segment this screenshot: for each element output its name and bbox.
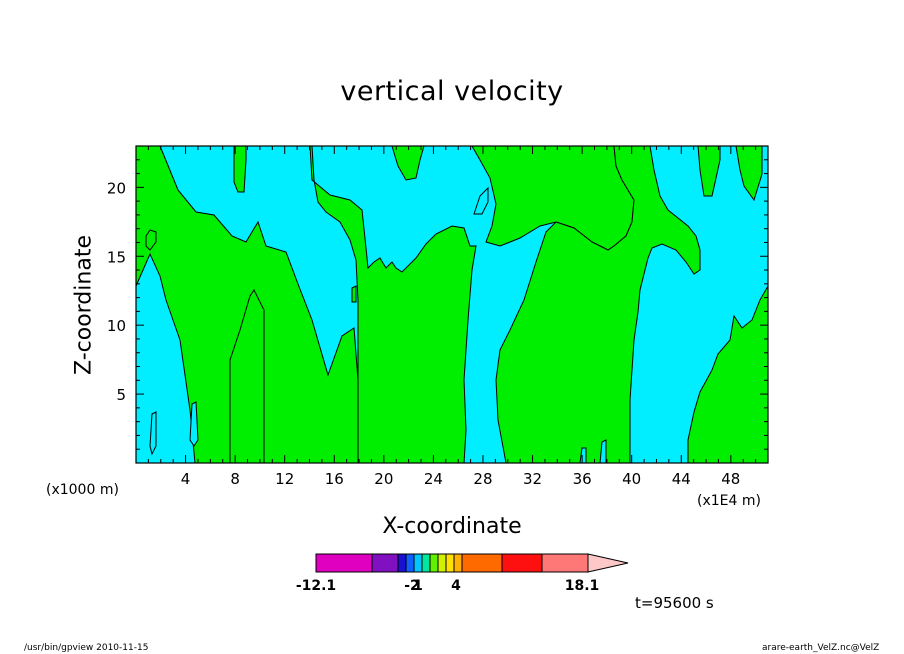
y-axis-label: Z-coordinate <box>71 235 97 375</box>
x-tick-label: 36 <box>573 470 592 488</box>
y-tick-label: 20 <box>107 179 126 197</box>
colorbar-segment <box>371 553 399 573</box>
contour-region-10 <box>145 229 157 251</box>
colorbar-label: 4 <box>451 578 461 594</box>
colorbar-label: -2 <box>404 578 420 594</box>
colorbar-segment <box>541 553 589 573</box>
colorbar-segment <box>405 553 415 573</box>
x-tick-label: 28 <box>473 470 492 488</box>
x-tick-label: 12 <box>275 470 294 488</box>
colorbar-segment <box>501 553 543 573</box>
chart-title: vertical velocity <box>340 76 564 107</box>
y-tick-label: 5 <box>116 386 126 404</box>
colorbar-label: 1 <box>413 578 423 594</box>
plot-frame <box>135 145 769 464</box>
x-axis-ticks: 4 8 12 16 20 24 28 32 36 40 44 48 <box>147 146 757 488</box>
colorbar-segment <box>429 553 439 573</box>
footer-command: /usr/bin/gpview 2010-11-15 <box>24 643 149 653</box>
colorbar-segment <box>437 553 447 573</box>
contour-island-1 <box>473 186 489 215</box>
contour-island-2 <box>149 411 157 456</box>
x-axis-unit-right: (x1E4 m) <box>697 493 761 509</box>
x-axis-label: X-coordinate <box>382 514 522 539</box>
colorbar-segment <box>421 553 431 573</box>
x-tick-label: 48 <box>721 470 740 488</box>
contour-region-4 <box>233 145 247 193</box>
x-tick-label: 32 <box>523 470 542 488</box>
y-axis-ticks: 5 10 15 20 <box>107 159 768 450</box>
x-tick-label: 20 <box>374 470 393 488</box>
contour-island-3 <box>189 401 199 447</box>
x-tick-label: 24 <box>424 470 443 488</box>
positive-velocity-regions <box>135 145 769 464</box>
contour-region-7 <box>697 145 721 197</box>
colorbar: -12.1 -21 4 18.1 <box>296 553 629 594</box>
time-label: t=95600 s <box>635 594 714 612</box>
contour-region-9 <box>687 284 769 464</box>
colorbar-segment <box>413 553 423 573</box>
x-axis-unit-left: (x1000 m) <box>46 482 119 498</box>
y-tick-label: 15 <box>107 248 126 266</box>
footer-source: arare-earth_VelZ.nc@VelZ <box>762 643 880 653</box>
colorbar-segment <box>315 553 373 573</box>
x-tick-label: 40 <box>622 470 641 488</box>
contour-region-2 <box>309 145 477 464</box>
colorbar-label: -12.1 <box>296 578 336 594</box>
colorbar-extend-arrow <box>587 553 629 573</box>
x-tick-label: 4 <box>181 470 191 488</box>
negative-velocity-islands <box>149 186 607 464</box>
contour-region-11 <box>351 285 357 303</box>
colorbar-segment <box>397 553 407 573</box>
colorbar-label: 18.1 <box>565 578 600 594</box>
colorbar-segment <box>445 553 455 573</box>
colorbar-segment <box>453 553 463 573</box>
y-tick-label: 10 <box>107 317 126 335</box>
x-tick-label: 8 <box>230 470 240 488</box>
x-tick-label: 16 <box>325 470 344 488</box>
x-tick-label: 44 <box>672 470 691 488</box>
colorbar-segment <box>461 553 503 573</box>
contour-region-6 <box>495 145 701 464</box>
